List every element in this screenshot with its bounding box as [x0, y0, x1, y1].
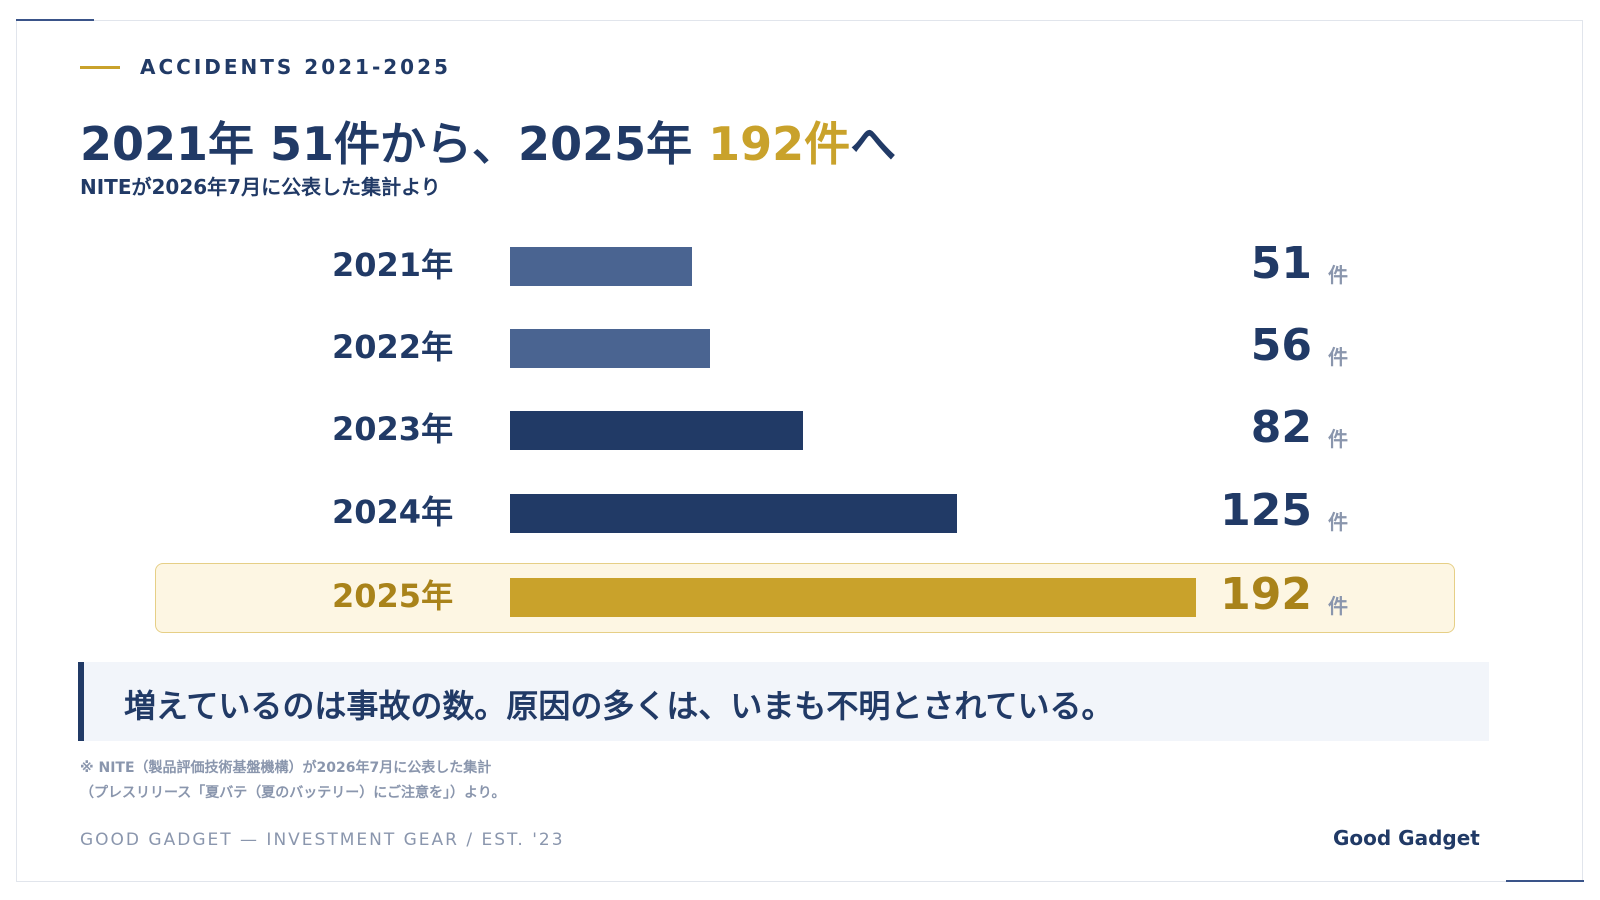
- value-label: 82: [1250, 402, 1312, 453]
- unit-label: 件: [1328, 510, 1348, 534]
- unit-label: 件: [1328, 427, 1348, 451]
- category-label: 2023年: [332, 410, 454, 448]
- category-label: 2025年: [332, 577, 454, 615]
- page-subtitle: NITEが2026年7月に公表した集計より: [80, 175, 441, 199]
- title-part-1: 2021年 51件から、2025年: [80, 117, 709, 171]
- title-part-2: へ: [850, 117, 897, 171]
- source-note-1: ※ NITE（製品評価技術基盤機構）が2026年7月に公表した集計: [80, 760, 492, 776]
- value-label: 56: [1250, 320, 1312, 371]
- bar: [510, 329, 710, 368]
- source-note-2: （プレスリリース「夏バテ（夏のバッテリー）にご注意を」）より。: [80, 785, 506, 801]
- corner-accent-top: [16, 19, 94, 21]
- unit-label: 件: [1328, 263, 1348, 287]
- title-accent: 192件: [708, 117, 851, 171]
- eyebrow-text: ACCIDENTS 2021-2025: [140, 55, 451, 79]
- brand-logo: Good Gadget: [1333, 826, 1480, 850]
- eyebrow: ACCIDENTS 2021-2025: [80, 55, 451, 79]
- eyebrow-line: [80, 65, 120, 69]
- value-label: 192: [1220, 569, 1312, 620]
- unit-label: 件: [1328, 345, 1348, 369]
- unit-label: 件: [1328, 594, 1348, 618]
- bar: [510, 411, 803, 450]
- category-label: 2024年: [332, 493, 454, 531]
- bar: [510, 494, 957, 533]
- bar: [510, 247, 692, 286]
- corner-accent-bottom: [1506, 880, 1584, 882]
- value-label: 51: [1250, 238, 1312, 289]
- callout-text: 増えているのは事故の数。原因の多くは、いまも不明とされている。: [124, 687, 1114, 725]
- bar: [510, 578, 1196, 617]
- page-title: 2021年 51件から、2025年 192件へ: [80, 108, 896, 174]
- value-label: 125: [1220, 485, 1312, 536]
- category-label: 2022年: [332, 328, 454, 366]
- category-label: 2021年: [332, 246, 454, 284]
- callout-box: 増えているのは事故の数。原因の多くは、いまも不明とされている。: [78, 662, 1489, 741]
- slide-frame: [16, 20, 1583, 882]
- footer-text: GOOD GADGET — INVESTMENT GEAR / EST. '23: [80, 830, 565, 850]
